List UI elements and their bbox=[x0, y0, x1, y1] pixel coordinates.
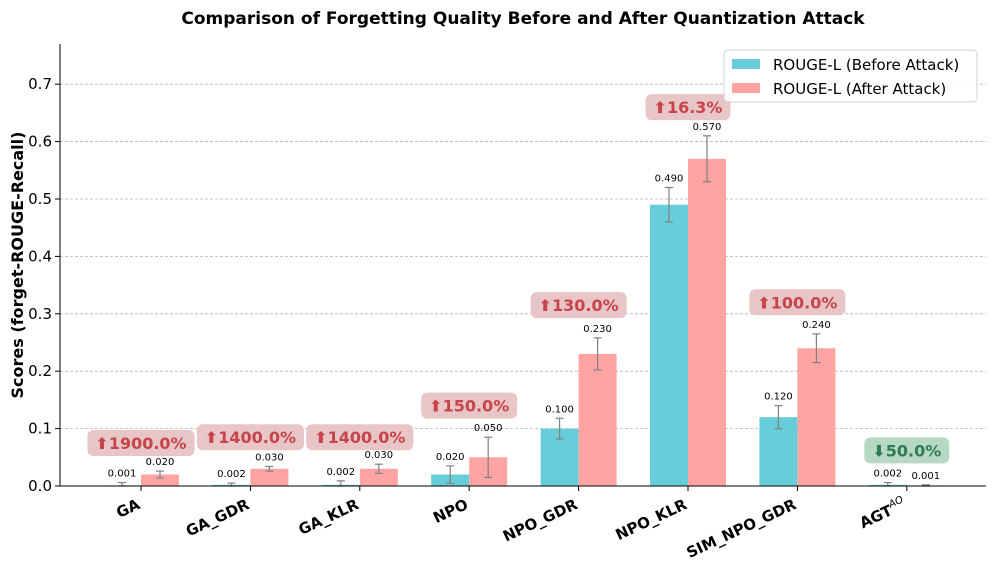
change-annotation-box bbox=[530, 292, 627, 319]
change-annotation-text: ⬆100.0% bbox=[757, 293, 837, 312]
value-label: 0.030 bbox=[364, 450, 393, 461]
value-label: 0.050 bbox=[474, 423, 503, 434]
y-ticks: 0.0 0.1 0.2 0.3 0.4 0.5 0.6 0.7 bbox=[28, 75, 60, 495]
x-tick-label-text: NPO_KLR bbox=[613, 495, 690, 544]
value-label: 0.020 bbox=[146, 457, 175, 468]
legend-swatch-before bbox=[732, 59, 760, 69]
x-tick-label-text: GA_KLR bbox=[296, 495, 362, 539]
change-annotation-text: ⬇50.0% bbox=[872, 441, 941, 460]
x-ticks: GA GA_GDR GA_KLR NPO NPO_GDR NPO_KLRSIM_NPO_G… bbox=[113, 486, 908, 562]
value-label: 0.240 bbox=[802, 320, 831, 331]
change-annotation-text: ⬆130.0% bbox=[539, 296, 619, 315]
change-annotation-text: ⬆150.0% bbox=[429, 397, 509, 416]
value-label: 0.490 bbox=[655, 174, 684, 185]
value-label: 0.002 bbox=[326, 467, 355, 478]
bar-before bbox=[650, 204, 688, 486]
value-label: 0.120 bbox=[764, 392, 793, 403]
x-tick-label-text: GA bbox=[113, 495, 143, 522]
bar-after bbox=[578, 353, 617, 486]
change-annotation-box bbox=[864, 437, 950, 464]
y-tick-label: 0.3 bbox=[28, 305, 52, 323]
change-annotation-box bbox=[196, 424, 304, 451]
value-label: 0.100 bbox=[545, 404, 574, 415]
y-tick-label: 0.6 bbox=[28, 133, 52, 151]
x-tick-label: GA_KLR bbox=[296, 495, 362, 539]
value-label: 0.570 bbox=[693, 122, 722, 133]
legend-box bbox=[723, 49, 978, 103]
legend-label-after: ROUGE-L (After Attack) bbox=[773, 80, 946, 98]
change-annotation-box bbox=[421, 392, 518, 419]
x-tick-label-text: GA_GDR bbox=[183, 495, 252, 540]
change-annotation-box bbox=[645, 94, 731, 121]
legend-swatch-after bbox=[732, 83, 760, 93]
x-tick-label: NPO_GDR bbox=[500, 495, 581, 545]
gridlines bbox=[60, 83, 986, 429]
legend: ROUGE-L (Before Attack) ROUGE-L (After A… bbox=[723, 49, 978, 103]
change-annotation-text: ⬆1400.0% bbox=[205, 428, 296, 447]
chart-title: Comparison of Forgetting Quality Before … bbox=[181, 9, 865, 29]
value-label: 0.230 bbox=[583, 324, 612, 335]
x-tick-label: GA_GDR bbox=[183, 495, 252, 540]
change-annotation-text: ⬆1400.0% bbox=[314, 428, 405, 447]
x-tick-label-text: SIM_NPO_GDR bbox=[684, 495, 800, 562]
value-label: 0.002 bbox=[873, 469, 902, 480]
change-annotations: ⬆1900.0% ⬆1400.0% ⬆1400.0% ⬆150.0% ⬆130.0% ⬆1… bbox=[87, 94, 950, 464]
x-tick-label: NPO bbox=[430, 495, 471, 527]
change-annotation-box bbox=[306, 424, 414, 451]
y-tick-label: 0.2 bbox=[28, 362, 52, 380]
value-label: 0.001 bbox=[108, 469, 137, 480]
bar-after bbox=[797, 348, 836, 486]
x-tick-label: AGTAO bbox=[856, 494, 908, 532]
change-annotation-text: ⬆16.3% bbox=[654, 98, 723, 117]
bar-after bbox=[141, 474, 179, 486]
y-tick-label: 0.1 bbox=[28, 420, 52, 438]
y-tick-label: 0.0 bbox=[28, 477, 52, 495]
legend-label-before: ROUGE-L (Before Attack) bbox=[773, 56, 959, 74]
x-tick-label-text: NPO_GDR bbox=[500, 495, 581, 545]
change-annotation-box bbox=[87, 429, 195, 456]
change-annotation-text: ⬆1900.0% bbox=[95, 434, 186, 453]
bar-after bbox=[688, 158, 726, 487]
y-tick-label: 0.5 bbox=[28, 190, 52, 208]
x-tick-label: GA bbox=[113, 495, 143, 522]
bar-after bbox=[359, 468, 398, 486]
value-label: 0.002 bbox=[217, 469, 246, 480]
axes bbox=[59, 44, 986, 487]
change-annotation-box bbox=[749, 289, 846, 316]
y-tick-label: 0.7 bbox=[28, 75, 52, 93]
y-tick-label: 0.4 bbox=[28, 247, 52, 265]
bar-after bbox=[250, 468, 289, 486]
bars-group: 0.001 0.020 0.002 0.030 0.002 0.030 0.020 0.050… bbox=[103, 122, 945, 487]
x-tick-label-text: NPO bbox=[430, 495, 471, 527]
value-label: 0.020 bbox=[436, 452, 465, 463]
x-tick-label: SIM_NPO_GDR bbox=[684, 495, 800, 562]
y-axis-label: Scores (forget-ROUGE-Recall) bbox=[8, 132, 27, 399]
x-tick-label: NPO_KLR bbox=[613, 495, 690, 544]
value-label: 0.030 bbox=[255, 452, 284, 463]
value-label: 0.001 bbox=[911, 471, 940, 482]
